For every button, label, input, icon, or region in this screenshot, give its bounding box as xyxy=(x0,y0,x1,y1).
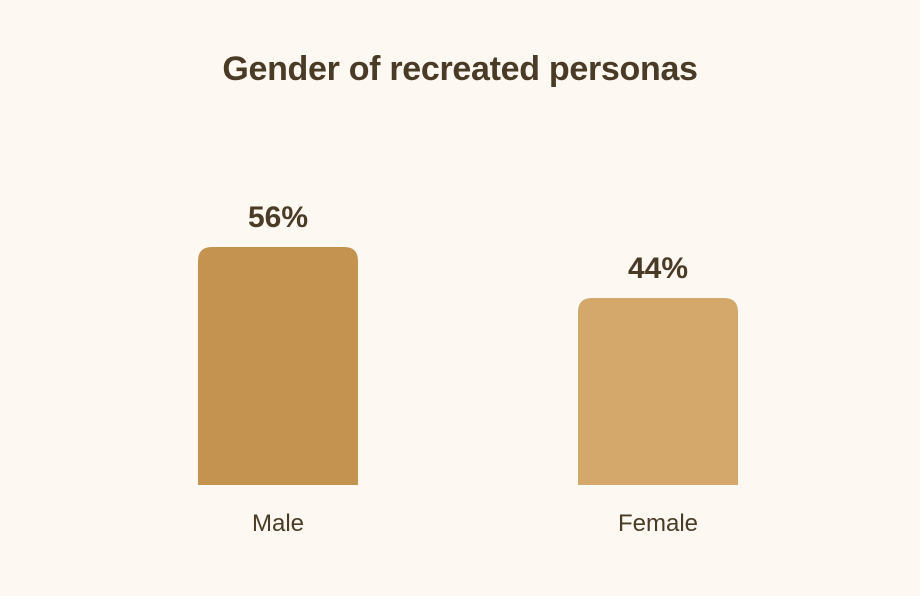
bar-male xyxy=(198,247,358,485)
value-label-male: 56% xyxy=(248,201,308,234)
chart-title: Gender of recreated personas xyxy=(222,50,698,88)
value-label-female: 44% xyxy=(628,252,688,285)
bar-female xyxy=(578,298,738,485)
category-label-male: Male xyxy=(252,510,304,537)
category-label-female: Female xyxy=(618,510,698,537)
